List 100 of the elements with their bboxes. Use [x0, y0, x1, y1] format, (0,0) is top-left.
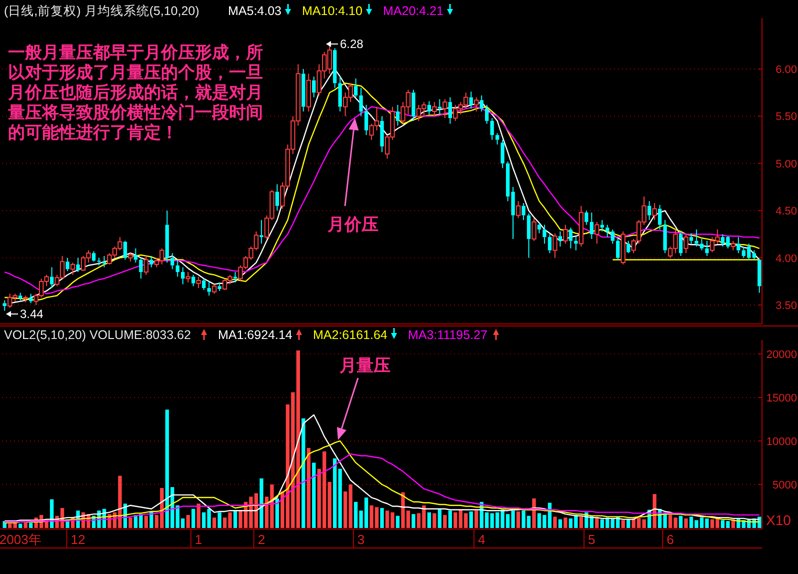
candlestick — [302, 68, 306, 112]
candlestick — [647, 200, 652, 221]
candlestick — [97, 257, 101, 266]
candlestick — [338, 76, 342, 112]
candlestick — [233, 272, 238, 283]
text: X10 — [766, 512, 792, 528]
text: MA20:4.21 — [383, 4, 444, 18]
candlestick — [495, 132, 500, 146]
x-tick-label: 12 — [70, 532, 86, 547]
annotation: 月价压 — [326, 215, 378, 234]
bar — [306, 448, 310, 528]
bar — [469, 511, 473, 528]
candlestick — [678, 230, 683, 256]
bar — [678, 516, 683, 528]
y-tick-label: 4.00 — [776, 252, 797, 265]
bar — [196, 504, 200, 528]
candlestick — [442, 98, 448, 119]
bar — [595, 518, 599, 528]
x-tick-label: 6 — [666, 532, 674, 547]
candlestick — [332, 48, 337, 88]
y-tick-label: 5000 — [772, 479, 797, 492]
x-tick-label: 2003年 — [0, 532, 42, 547]
bar — [621, 520, 625, 528]
candlestick — [180, 266, 185, 285]
bar — [275, 498, 280, 528]
candlestick — [689, 232, 694, 244]
candlestick — [364, 104, 368, 136]
chart-title: VOL2(5,10,20) VOLUME:8033.62 — [4, 328, 191, 342]
candlestick — [275, 184, 280, 212]
candlestick — [578, 205, 584, 248]
candlestick — [2, 300, 6, 312]
candlestick — [218, 282, 222, 292]
candlestick — [66, 257, 70, 272]
bar — [564, 518, 568, 528]
bar — [438, 508, 442, 528]
bar — [312, 462, 316, 528]
candlestick — [705, 240, 709, 256]
y-tick-label: 10000 — [766, 436, 797, 448]
annotation: 3.44 — [20, 307, 44, 321]
candlestick — [92, 250, 96, 262]
bar — [128, 518, 132, 528]
text: MA3:11195.27 — [408, 328, 488, 342]
candlestick — [170, 252, 174, 270]
bar — [212, 518, 216, 528]
bar — [454, 512, 458, 528]
candlestick — [412, 89, 416, 122]
y-tick-label: 6.00 — [776, 64, 797, 76]
candlestick — [50, 266, 54, 289]
bar — [28, 522, 33, 528]
candlestick — [165, 210, 169, 264]
candlestick — [102, 255, 106, 268]
candlestick — [176, 259, 180, 278]
x-tick-label: 5 — [588, 532, 596, 547]
candlestick — [484, 104, 489, 124]
candlestick — [202, 278, 206, 290]
bar — [260, 478, 264, 528]
line-series — [4, 453, 760, 523]
candlestick — [312, 76, 316, 98]
candlestick — [626, 240, 630, 254]
bar — [432, 513, 436, 528]
bar — [443, 514, 447, 528]
bar — [474, 510, 478, 528]
candlestick — [594, 221, 600, 244]
bar — [191, 508, 196, 528]
candlestick — [354, 78, 358, 98]
candlestick — [542, 224, 546, 244]
text: MA10:4.10 — [302, 4, 363, 18]
candlestick — [150, 255, 154, 268]
x-tick-label: 3 — [357, 532, 365, 547]
candlestick — [380, 116, 384, 153]
bar — [218, 512, 222, 528]
candlestick — [606, 224, 610, 238]
y-tick-label: 4.50 — [776, 206, 797, 218]
bar — [448, 510, 452, 528]
candlestick — [448, 96, 452, 124]
candlestick — [359, 87, 363, 117]
candlestick — [500, 139, 504, 169]
y-tick-label: 15000 — [766, 392, 797, 404]
x-tick-label: 1 — [194, 532, 202, 547]
candlestick — [480, 94, 484, 112]
candlestick — [548, 234, 552, 254]
candlestick — [18, 292, 22, 301]
candlestick — [469, 91, 473, 110]
candlestick — [207, 280, 211, 296]
bar — [396, 516, 400, 528]
bar — [412, 514, 416, 528]
bar — [553, 516, 557, 528]
candlestick — [537, 222, 542, 234]
bar — [302, 418, 306, 528]
chart-title: (日线,前复权) 月均线系统(5,10,20) — [4, 4, 200, 18]
candlestick — [558, 230, 562, 248]
bar — [328, 482, 332, 528]
candlestick — [76, 257, 80, 273]
bar — [579, 516, 584, 528]
candlestick — [663, 220, 667, 254]
line-series — [4, 414, 760, 522]
bar — [144, 516, 148, 528]
bar — [558, 519, 562, 528]
candlestick — [490, 118, 494, 140]
annotation: 6.28 — [340, 37, 364, 51]
